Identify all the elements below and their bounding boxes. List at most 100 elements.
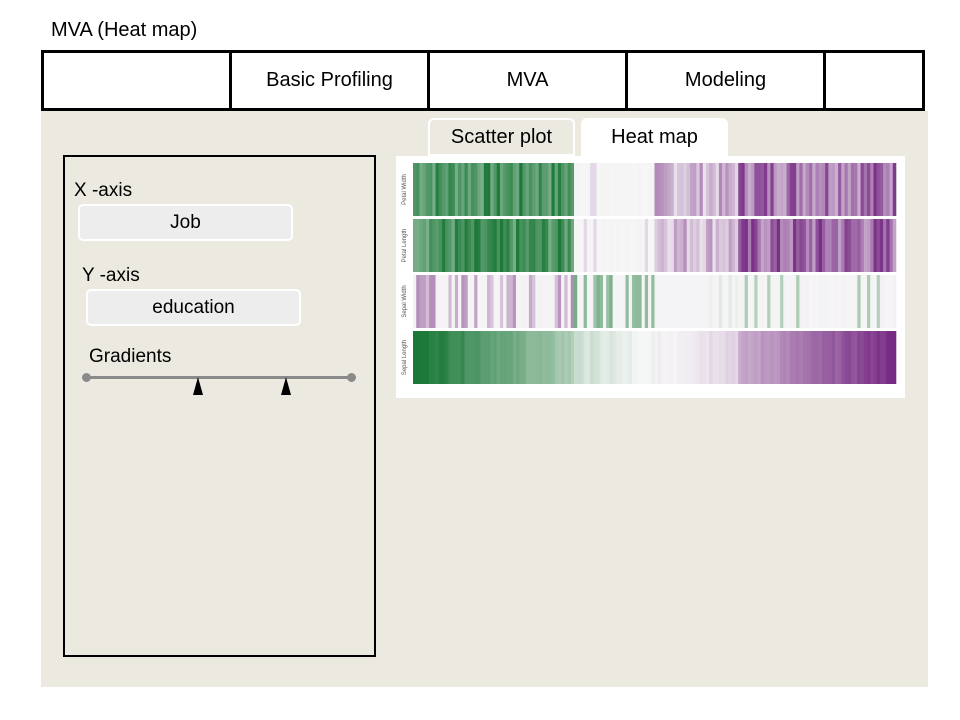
heatmap-cell [487, 219, 491, 272]
heatmap-cell [654, 331, 659, 384]
heatmap-cell [867, 275, 871, 328]
heatmap-cell [783, 219, 787, 272]
heatmap-cell [670, 163, 675, 216]
heatmap-cell [490, 275, 494, 328]
heatmap-cell [528, 219, 533, 272]
heatmap-cell [731, 163, 736, 216]
heatmap-cell [506, 331, 510, 384]
heatmap-cell [660, 219, 665, 272]
heatmap-cell [731, 275, 736, 328]
heatmap-cell [625, 163, 630, 216]
heatmap-cell [625, 275, 630, 328]
heatmap-cell [638, 331, 642, 384]
heatmap-cell [821, 219, 826, 272]
heatmap-cell [747, 163, 752, 216]
heatmap-cell [841, 163, 845, 216]
tab-scatter-plot[interactable]: Scatter plot [428, 118, 575, 156]
heatmap-cell [577, 331, 581, 384]
heatmap-cell [805, 219, 810, 272]
heatmap-cell [754, 163, 758, 216]
heatmap-cell [857, 219, 861, 272]
heatmap-cell [454, 163, 459, 216]
heatmap-cell [522, 275, 526, 328]
heatmap-cell [429, 275, 433, 328]
heatmap-cell [628, 163, 633, 216]
heatmap-cell [754, 331, 758, 384]
heatmap-cell [596, 163, 601, 216]
heatmap-cell [741, 163, 745, 216]
heatmap-cell [625, 219, 630, 272]
heatmap-cell [867, 331, 871, 384]
heatmap-cell [441, 275, 446, 328]
nav-tab-blank-right[interactable] [823, 50, 925, 111]
heatmap-cell [602, 275, 607, 328]
heatmap-cell [538, 275, 543, 328]
heatmap-cell [445, 163, 449, 216]
gradient-thumb-low[interactable] [192, 377, 203, 395]
x-axis-select[interactable]: Job [78, 204, 293, 241]
heatmap-cell [483, 163, 488, 216]
heatmap-cell [844, 275, 848, 328]
heatmap-cell [796, 219, 800, 272]
heatmap-cell [503, 331, 507, 384]
heatmap-cell [477, 219, 481, 272]
heatmap-cell [863, 163, 868, 216]
heatmap-cell [664, 163, 668, 216]
heatmap-cell [754, 219, 758, 272]
heatmap-cell [441, 331, 446, 384]
heatmap-cell [545, 163, 549, 216]
heatmap-cell [657, 331, 662, 384]
heatmap-cell [499, 331, 504, 384]
heatmap-cell [706, 275, 710, 328]
heatmap-cell [838, 163, 842, 216]
heatmap-cell [796, 163, 800, 216]
y-axis-select[interactable]: education [86, 289, 301, 326]
heatmap-cell [857, 163, 861, 216]
heatmap-cell [828, 163, 832, 216]
heatmap-cell [615, 275, 620, 328]
heatmap-cell [493, 275, 498, 328]
heatmap-cell [506, 163, 510, 216]
tab-heat-map[interactable]: Heat map [581, 118, 728, 156]
heatmap-cell [838, 219, 842, 272]
heatmap-cell [541, 219, 546, 272]
heatmap-cell [735, 331, 739, 384]
gradient-thumb-high[interactable] [280, 377, 291, 395]
heatmap-cell [602, 219, 607, 272]
heatmap-cell [644, 275, 649, 328]
heatmap-cell [802, 219, 807, 272]
heatmap-cell [451, 275, 456, 328]
heatmap-cell [574, 275, 578, 328]
heatmap-cell [602, 163, 607, 216]
heatmap-cell [551, 331, 555, 384]
heatmap-cell [525, 219, 530, 272]
heatmap-cell [860, 219, 865, 272]
nav-tab-mva[interactable]: MVA [427, 50, 628, 111]
heatmap-cell [821, 275, 826, 328]
heatmap-cell [718, 275, 723, 328]
heatmap-svg: Petal Width Petal Length Sepal Width Sepal … [402, 163, 897, 384]
heatmap-cell [838, 331, 842, 384]
nav-tab-basic-profiling[interactable]: Basic Profiling [229, 50, 430, 111]
heatmap-cell [664, 219, 668, 272]
heatmap-cell [802, 331, 807, 384]
nav-tab-modeling[interactable]: Modeling [625, 50, 826, 111]
heatmap-cell [854, 331, 858, 384]
heatmap-cell [850, 275, 855, 328]
heatmap-cell [599, 219, 604, 272]
heatmap-cell [693, 163, 697, 216]
heatmap-cell [606, 331, 610, 384]
heatmap-cell [574, 163, 578, 216]
heatmap-cell [728, 219, 733, 272]
heatmap-cell [541, 163, 546, 216]
heatmap-cell [760, 219, 765, 272]
nav-tab-blank-left[interactable] [41, 50, 232, 111]
heatmap-cell [583, 275, 588, 328]
gradient-slider-track[interactable] [86, 376, 352, 379]
heatmap-cell [886, 219, 890, 272]
heatmap-cell [747, 219, 752, 272]
heatmap-cell [847, 219, 852, 272]
heatmap-cell [538, 219, 543, 272]
heatmap-cell [818, 275, 823, 328]
heatmap-cell [487, 163, 491, 216]
